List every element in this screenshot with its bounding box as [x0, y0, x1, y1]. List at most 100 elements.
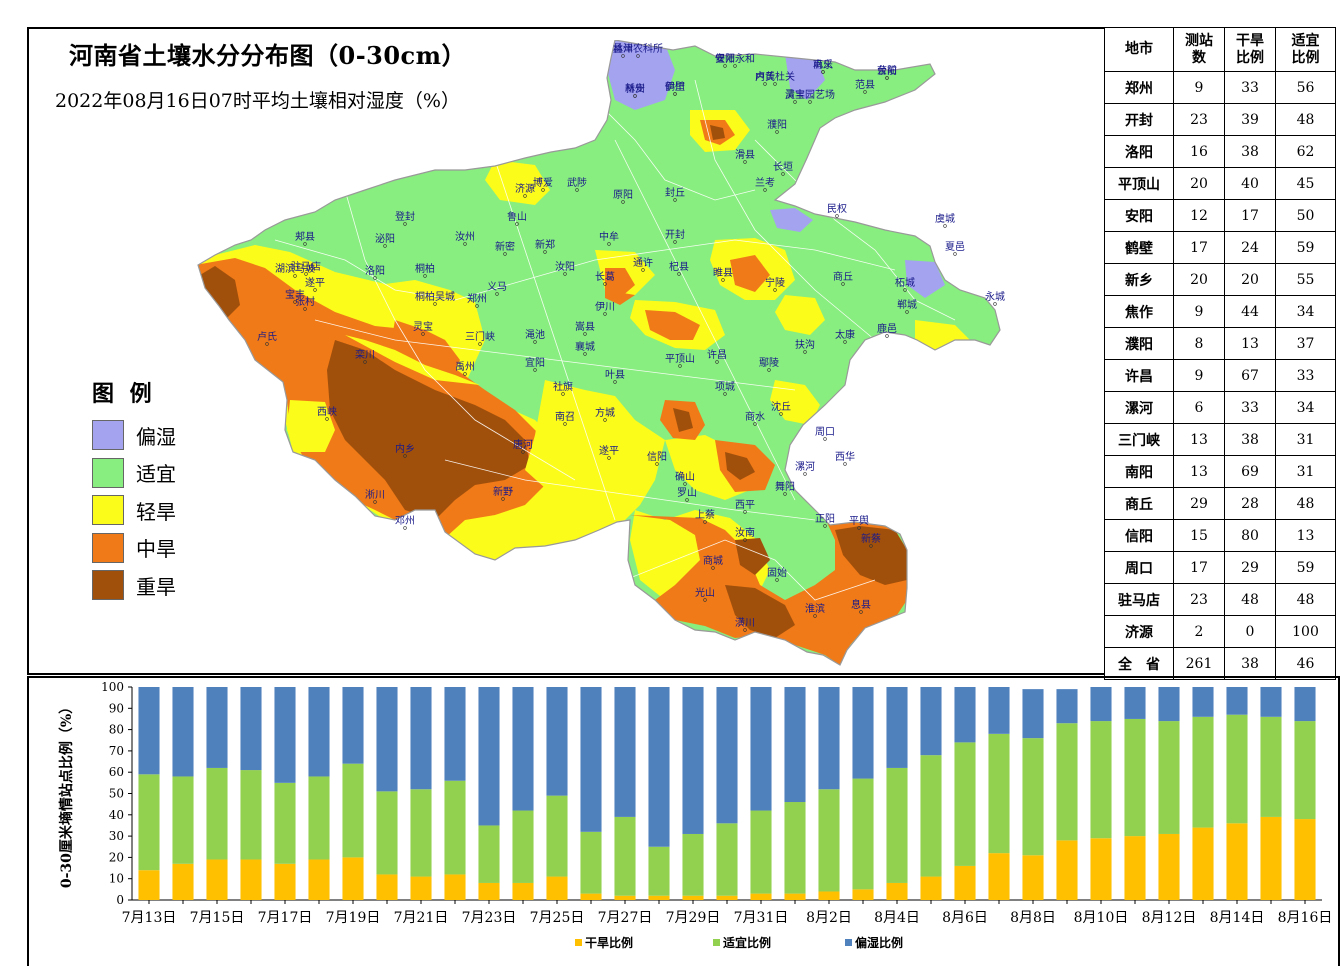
bar-segment: [172, 863, 194, 900]
table-cell: 12: [1173, 199, 1225, 232]
station-dot: [775, 130, 779, 134]
bar-segment: [750, 687, 772, 811]
station-dot: [943, 224, 947, 228]
bar-segment: [512, 687, 534, 811]
table-cell-city: 驻马店: [1104, 583, 1174, 616]
table-row: 安阳 12 17 50: [1104, 199, 1336, 232]
table-cell: 48: [1275, 103, 1336, 136]
station-dot: [721, 278, 725, 282]
station-dot: [683, 482, 687, 486]
page-title: 河南省土壤水分分布图（0-30cm）: [69, 41, 467, 70]
table-cell: 38: [1224, 135, 1276, 168]
table-cell: 28: [1224, 487, 1276, 520]
station-dot: [685, 498, 689, 502]
station-dot: [885, 334, 889, 338]
station-dot: [905, 310, 909, 314]
station-dot: [313, 288, 317, 292]
bar-segment: [546, 876, 568, 900]
station-dot: [495, 292, 499, 296]
station-dot: [403, 526, 407, 530]
table-cell-city: 鹤壁: [1104, 231, 1174, 264]
station-label: 卢氏: [257, 330, 277, 343]
station-dot: [383, 244, 387, 248]
table-cell: 16: [1173, 135, 1225, 168]
legend-label: 轻旱: [136, 499, 176, 524]
table-row: 南阳 13 69 31: [1104, 455, 1336, 488]
table-cell: 59: [1275, 551, 1336, 584]
table-cell: 17: [1173, 231, 1225, 264]
legend-item: 重旱: [92, 570, 176, 600]
station-label: 驻马店: [291, 260, 321, 273]
station-label: 宁陵: [765, 276, 785, 289]
table-cell: 8: [1173, 327, 1225, 360]
station-label: 桐柏吴城: [415, 290, 455, 303]
station-dot: [841, 282, 845, 286]
station-label: 范县: [855, 78, 875, 91]
bar-segment: [546, 795, 568, 877]
bar-segment: [954, 687, 976, 743]
table-cell: 17: [1224, 199, 1276, 232]
bar-segment: [750, 893, 772, 900]
station-label: 民权: [827, 202, 847, 215]
bar-segment: [444, 874, 466, 900]
legend-swatch: [92, 532, 124, 563]
station-dot: [515, 222, 519, 226]
bar-segment: [682, 833, 704, 896]
station-dot: [763, 188, 767, 192]
station-dot: [563, 272, 567, 276]
station-label: 原阳: [613, 189, 633, 201]
bar-segment: [342, 763, 364, 858]
y-tick-label: 70: [109, 744, 124, 758]
station-dot: [603, 418, 607, 422]
table-row: 鹤壁 17 24 59: [1104, 231, 1336, 264]
station-label: 通许: [633, 257, 653, 269]
bar-segment: [1056, 723, 1078, 841]
table-cell: 9: [1173, 71, 1225, 104]
station-dot: [636, 54, 640, 58]
bar-segment: [818, 789, 840, 892]
legend-label: 中旱: [136, 537, 176, 561]
station-label: 舞阳: [775, 481, 795, 493]
station-label: 栾川: [355, 348, 375, 361]
bar-segment: [988, 853, 1010, 900]
station-label: 周口: [815, 426, 835, 438]
x-tick-label: 8月4日: [874, 910, 920, 926]
station-dot: [541, 188, 545, 192]
table-cell: 44: [1224, 295, 1276, 328]
y-tick-label: 80: [109, 723, 124, 737]
station-label: 濮阳: [767, 118, 787, 131]
table-cell-city: 平顶山: [1104, 167, 1174, 200]
station-dot: [993, 302, 997, 306]
station-label: 渑池: [525, 328, 545, 341]
table-cell: 17: [1173, 551, 1225, 584]
bar-segment: [308, 776, 330, 860]
station-dot: [953, 252, 957, 256]
bar-segment: [716, 687, 738, 824]
station-label: 桐柏: [415, 262, 435, 275]
station-dot: [715, 360, 719, 364]
table-cell: 23: [1173, 583, 1225, 616]
bar-segment: [750, 810, 772, 894]
bar-segment: [206, 859, 228, 900]
station-label: 确山: [675, 470, 695, 483]
station-label: 登封: [395, 210, 415, 223]
bar-segment: [920, 687, 942, 756]
station-label: 滑县: [735, 149, 755, 161]
y-tick-label: 20: [109, 850, 124, 864]
table-cell: 34: [1275, 295, 1336, 328]
bar-segment: [580, 893, 602, 900]
legend-swatch: [92, 420, 124, 450]
table-cell-city: 开封: [1104, 103, 1174, 136]
table-row: 平顶山 20 40 45: [1104, 167, 1336, 200]
station-dot: [803, 350, 807, 354]
bar-segment: [648, 895, 670, 900]
x-tick-label: 7月21日: [394, 910, 449, 926]
station-dot: [773, 288, 777, 292]
station-label: 遂平: [305, 276, 325, 289]
table-cell: 34: [1275, 391, 1336, 424]
bar-segment: [784, 802, 806, 894]
table-cell: 29: [1224, 551, 1276, 584]
bar-segment: [886, 882, 908, 900]
table-header: 地市: [1104, 27, 1174, 72]
